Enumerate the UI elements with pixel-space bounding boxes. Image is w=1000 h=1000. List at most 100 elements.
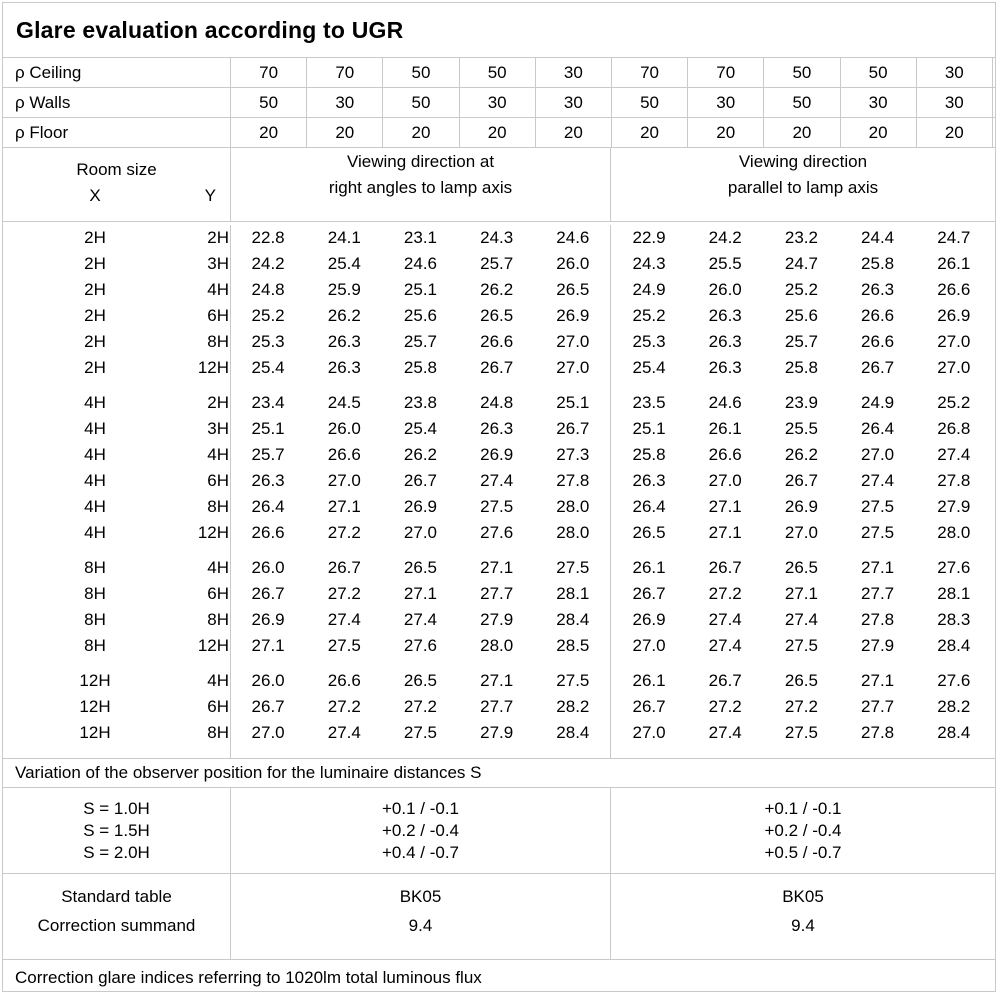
reflectance-value: 20 xyxy=(839,118,916,147)
ugr-value: 27.4 xyxy=(480,471,514,490)
ugr-value: 27.9 xyxy=(480,723,514,742)
reflectance-value: 70 xyxy=(306,58,382,87)
page-title: Glare evaluation according to UGR xyxy=(16,16,404,43)
room-x-value: 4H xyxy=(84,471,106,490)
ugr-value: 24.6 xyxy=(708,393,742,412)
ugr-value: 28.5 xyxy=(556,636,590,655)
ugr-value: 26.9 xyxy=(632,610,666,629)
ugr-value: 27.5 xyxy=(403,723,438,742)
table-row: 4H 3H 25.1 26.0 25.4 26.3 26.7 25.1 26.1 25.5 26.4… xyxy=(3,416,995,442)
ugr-value: 24.7 xyxy=(784,254,818,273)
reflectance-label: ρ Floor xyxy=(15,122,69,142)
room-x-value: 2H xyxy=(84,358,106,377)
room-y-value: 6H xyxy=(207,697,229,716)
ugr-value: 25.8 xyxy=(403,358,438,377)
ugr-value: 24.6 xyxy=(556,228,590,247)
ugr-value: 27.4 xyxy=(403,610,438,629)
ugr-value: 25.4 xyxy=(403,419,438,438)
reflectance-value: 70 xyxy=(687,58,763,87)
ugr-value: 25.1 xyxy=(251,419,285,438)
ugr-value: 25.6 xyxy=(403,306,438,325)
room-x-value: 8H xyxy=(84,558,106,577)
ugr-value: 26.5 xyxy=(632,523,666,542)
ugr-value: 25.9 xyxy=(327,280,361,299)
ugr-value: 27.4 xyxy=(861,471,895,490)
y-axis-label: Y xyxy=(204,186,216,205)
ugr-value: 27.4 xyxy=(708,610,742,629)
ugr-value: 27.1 xyxy=(327,497,361,516)
ugr-value: 26.4 xyxy=(251,497,285,516)
ugr-value: 27.6 xyxy=(480,523,514,542)
ugr-value: 26.1 xyxy=(632,558,666,577)
ugr-value: 23.4 xyxy=(251,393,285,412)
room-x-value: 8H xyxy=(84,584,106,603)
ugr-value: 26.0 xyxy=(708,280,742,299)
grid-filler xyxy=(991,118,995,147)
ugr-value: 25.4 xyxy=(327,254,361,273)
ugr-value: 26.7 xyxy=(632,697,666,716)
room-y-value: 4H xyxy=(207,558,229,577)
ugr-value: 25.8 xyxy=(784,358,818,377)
ugr-value: 27.7 xyxy=(480,697,514,716)
room-x-value: 4H xyxy=(84,445,106,464)
room-x-value: 12H xyxy=(79,723,111,742)
table-row: 4H 4H 25.7 26.6 26.2 26.9 27.3 25.8 26.6 26.2 27.0… xyxy=(3,442,995,468)
reflectance-row: ρ Floor 20 20 20 20 20 20 20 20 20 20 xyxy=(3,118,995,148)
ugr-value: 27.9 xyxy=(480,610,514,629)
reflectance-value: 20 xyxy=(230,118,306,147)
ugr-value: 28.2 xyxy=(937,697,971,716)
ugr-value: 26.5 xyxy=(784,558,818,577)
ugr-value: 28.4 xyxy=(937,636,971,655)
ugr-value: 27.5 xyxy=(327,636,361,655)
footer-note: Correction glare indices referring to 10… xyxy=(15,967,482,987)
ugr-value: 26.9 xyxy=(251,610,285,629)
ugr-value: 27.2 xyxy=(784,697,818,716)
ugr-value: 27.8 xyxy=(861,610,895,629)
ugr-value: 27.2 xyxy=(403,697,438,716)
ugr-value: 26.7 xyxy=(251,584,285,603)
room-y-value: 6H xyxy=(207,471,229,490)
table-row: 4H 6H 26.3 27.0 26.7 27.4 27.8 26.3 27.0 26.7 27.4… xyxy=(3,468,995,494)
reflectance-value: 20 xyxy=(915,118,992,147)
table-row: 8H 8H 26.9 27.4 27.4 27.9 28.4 26.9 27.4 27.4 27.8… xyxy=(3,607,995,633)
s-label: S = 1.5H xyxy=(83,820,150,840)
variation-note: Variation of the observer position for t… xyxy=(15,763,482,782)
ugr-value: 26.6 xyxy=(480,332,514,351)
ugr-value: 27.5 xyxy=(861,523,895,542)
ugr-value: 27.0 xyxy=(327,471,361,490)
ugr-value: 27.4 xyxy=(327,610,361,629)
room-y-value: 8H xyxy=(207,723,229,742)
room-y-value: 8H xyxy=(207,332,229,351)
ugr-value: 27.0 xyxy=(403,523,438,542)
room-x-value: 4H xyxy=(84,419,106,438)
ugr-value: 26.7 xyxy=(556,419,590,438)
ugr-value: 27.1 xyxy=(708,497,742,516)
standard-table-label: Standard table xyxy=(61,887,172,906)
ugr-value: 27.3 xyxy=(556,445,590,464)
ugr-value: 25.3 xyxy=(632,332,666,351)
correction-summand-value: 9.4 xyxy=(791,916,815,935)
reflectance-row: ρ Walls 50 30 50 30 30 50 30 50 30 30 xyxy=(3,88,995,118)
ugr-value: 27.9 xyxy=(861,636,895,655)
ugr-value: 26.5 xyxy=(784,671,818,690)
ugr-value: 27.2 xyxy=(708,697,742,716)
ugr-value: 27.5 xyxy=(784,636,818,655)
room-x-value: 4H xyxy=(84,523,106,542)
reflectance-row: ρ Ceiling 70 70 50 50 30 70 70 50 50 30 xyxy=(3,58,995,88)
ugr-value: 27.1 xyxy=(861,671,895,690)
ugr-value: 26.7 xyxy=(632,584,666,603)
ugr-value: 26.5 xyxy=(556,280,590,299)
reflectance-value: 50 xyxy=(382,88,458,117)
ugr-value: 26.9 xyxy=(937,306,971,325)
ugr-value: 24.2 xyxy=(708,228,742,247)
room-y-value: 8H xyxy=(207,610,229,629)
ugr-value: 27.7 xyxy=(480,584,514,603)
ugr-value: 26.2 xyxy=(327,306,361,325)
ugr-value: 27.1 xyxy=(251,636,285,655)
ugr-value: 26.3 xyxy=(480,419,514,438)
ugr-value: 27.4 xyxy=(327,723,361,742)
reflectance-value: 50 xyxy=(610,88,687,117)
ugr-value: 26.1 xyxy=(632,671,666,690)
ugr-value: 27.0 xyxy=(556,332,590,351)
